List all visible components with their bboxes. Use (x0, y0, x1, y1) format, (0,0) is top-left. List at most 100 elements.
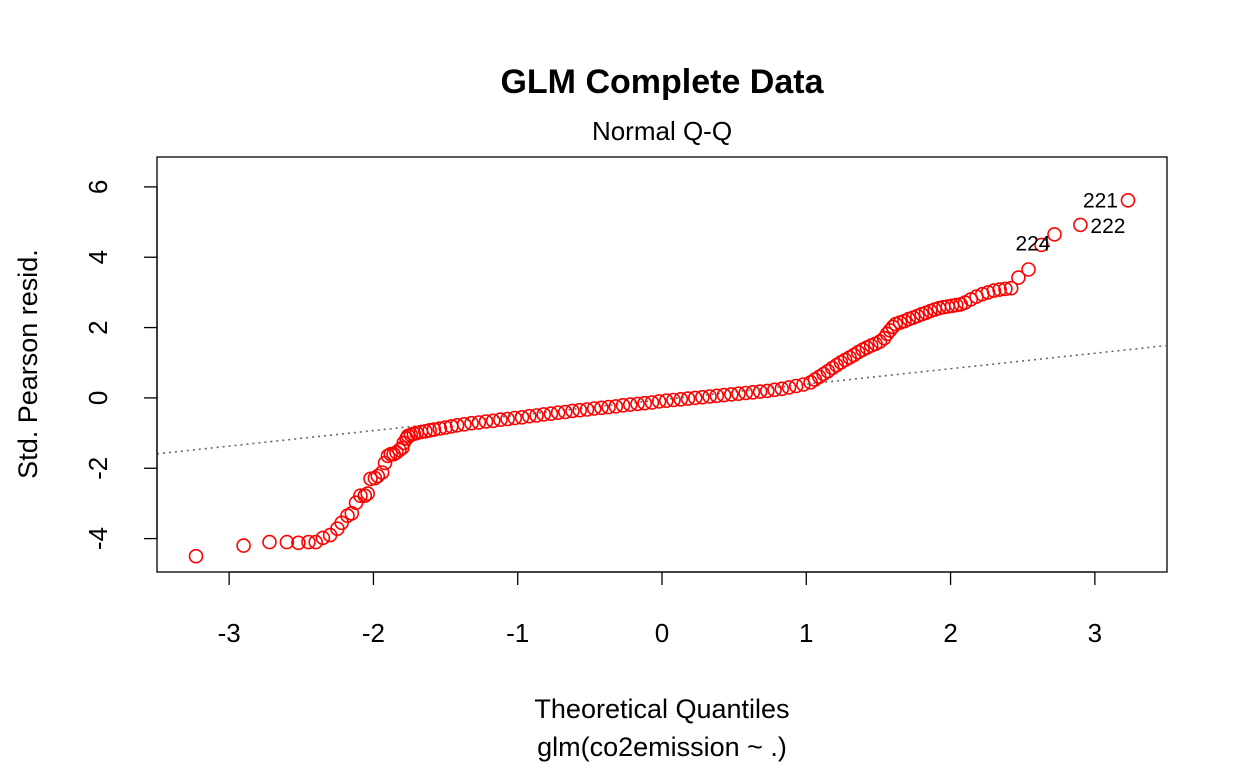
data-point (752, 384, 768, 399)
point-label: 224 (1015, 232, 1050, 255)
data-point (709, 388, 725, 404)
data-point (680, 391, 696, 406)
x-tick-label: -3 (218, 618, 241, 648)
data-point (1120, 193, 1136, 208)
data-point (478, 414, 494, 429)
data-point (536, 407, 552, 422)
data-point (601, 399, 616, 415)
data-point (666, 392, 681, 408)
y-axis: -4 -2 0 2 4 6 (83, 180, 158, 550)
data-point (716, 387, 732, 403)
data-point (745, 384, 761, 400)
data-point (543, 406, 559, 422)
data-point (872, 334, 888, 349)
data-point (348, 495, 364, 511)
data-point (673, 391, 689, 407)
data-point (986, 283, 1002, 298)
data-point (1047, 227, 1062, 242)
data-point (658, 393, 674, 409)
data-point (767, 382, 782, 398)
data-point (1011, 270, 1026, 285)
chart-title: GLM Complete Data (500, 63, 824, 101)
x-tick-label: 3 (1088, 618, 1102, 648)
data-points-layer (188, 193, 1136, 564)
reference-line-layer (156, 344, 1168, 455)
data-point (644, 395, 660, 410)
data-point (357, 488, 373, 504)
data-point (438, 420, 453, 435)
data-point (651, 394, 667, 409)
x-axis-label: Theoretical Quantiles (534, 694, 789, 724)
y-tick-label: 4 (83, 250, 113, 264)
data-point (301, 534, 316, 550)
point-labels-layer: 221 222 224 (1015, 189, 1125, 255)
data-point (572, 402, 588, 418)
x-tick-label: -1 (506, 618, 529, 648)
x-axis: -3 -2 -1 0 1 2 3 (218, 571, 1102, 648)
data-point (262, 534, 277, 550)
data-point (432, 421, 448, 436)
point-label: 222 (1090, 215, 1125, 238)
data-point (493, 412, 508, 428)
data-point (565, 403, 580, 419)
data-point (456, 416, 472, 432)
plot-area-frame (156, 156, 1168, 573)
data-point (1021, 262, 1036, 277)
data-point (188, 548, 204, 564)
data-point (788, 378, 804, 394)
data-point (1073, 217, 1088, 233)
data-point (370, 468, 386, 484)
qq-reference-line (156, 344, 1168, 455)
data-point (521, 408, 537, 424)
data-point (507, 410, 523, 426)
data-point (608, 399, 624, 414)
data-point (529, 408, 544, 423)
data-point (630, 396, 645, 412)
data-point (759, 383, 775, 399)
data-point (279, 534, 295, 550)
data-point (829, 357, 844, 373)
y-axis-label: Std. Pearson resid. (13, 249, 43, 479)
data-point (622, 397, 638, 412)
data-point (514, 409, 530, 425)
data-point (781, 380, 797, 395)
data-point (885, 319, 901, 335)
data-point (550, 405, 566, 421)
y-tick-label: 6 (83, 180, 113, 194)
data-point (723, 387, 739, 402)
data-point (236, 538, 251, 553)
data-point (579, 402, 595, 417)
data-point (291, 535, 306, 551)
data-point (702, 389, 717, 404)
data-point (637, 395, 653, 411)
data-point (380, 448, 396, 464)
y-tick-label: -4 (83, 527, 113, 550)
x-tick-label: -2 (362, 618, 385, 648)
data-point (392, 442, 407, 458)
data-point (308, 534, 324, 550)
data-point (374, 465, 390, 480)
data-point (464, 415, 479, 431)
data-point (615, 397, 631, 413)
data-point (695, 389, 710, 405)
data-point (738, 385, 754, 401)
data-point (471, 415, 487, 430)
point-label: 221 (1083, 189, 1118, 212)
data-point (992, 282, 1007, 297)
data-point (774, 381, 790, 397)
data-point (687, 390, 703, 406)
data-point (353, 488, 368, 504)
data-point (360, 486, 376, 501)
x-tick-label: 1 (799, 618, 813, 648)
data-point (586, 401, 602, 416)
data-point (594, 400, 609, 416)
y-tick-label: -2 (83, 457, 113, 480)
data-point (998, 281, 1013, 297)
data-point (315, 530, 331, 546)
data-point (426, 422, 442, 437)
x-tick-label: 0 (655, 618, 669, 648)
x-tick-label: 2 (943, 618, 957, 648)
data-point (500, 411, 515, 427)
data-point (449, 417, 465, 433)
